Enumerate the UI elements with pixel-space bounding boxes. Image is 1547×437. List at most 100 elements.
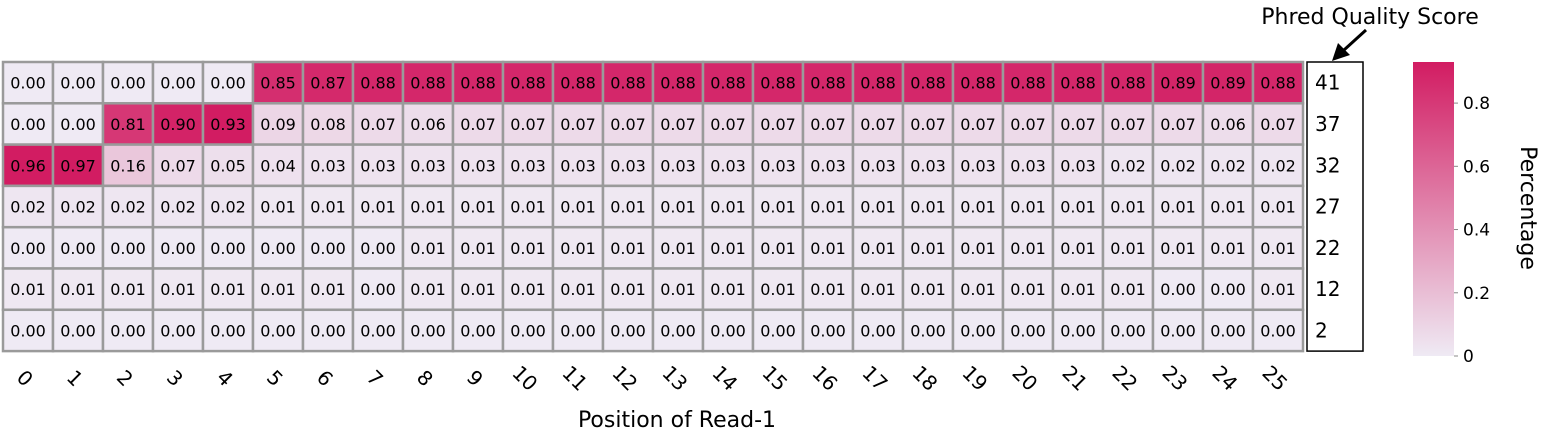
heatmap-cell [401,143,455,188]
cell-value-label: 0.00 [1260,321,1296,340]
x-tick-label: 12 [607,361,642,396]
cell-value-label: 0.01 [1060,198,1096,217]
x-tick-label: 7 [362,365,388,391]
heatmap-cell [851,184,905,229]
cell-value-label: 0.01 [460,280,496,299]
heatmap-cell [551,143,605,188]
heatmap-cell [701,267,755,312]
x-tick-label: 9 [462,365,488,391]
cell-value-label: 0.89 [1160,74,1196,93]
cell-value-label: 0.03 [310,156,346,175]
cell-value-label: 0.07 [360,115,396,134]
cell-value-label: 0.00 [1210,321,1246,340]
colorbar-tick-label: 0.4 [1463,221,1490,241]
cell-value-label: 0.02 [60,198,96,217]
cell-value-label: 0.03 [360,156,396,175]
cell-value-label: 0.07 [1110,115,1146,134]
heatmap-cell [101,184,155,229]
cell-value-label: 0.01 [610,239,646,258]
heatmap-cell [801,267,855,312]
heatmap-cell [501,225,555,270]
cell-value-label: 0.07 [760,115,796,134]
cell-value-label: 0.00 [110,74,146,93]
cell-value-label: 0.01 [1260,239,1296,258]
cell-value-label: 0.00 [460,321,496,340]
cell-value-label: 0.00 [260,239,296,258]
cell-value-label: 0.01 [510,280,546,299]
cell-value-label: 0.03 [660,156,696,175]
x-tick-label: 14 [707,361,742,396]
phred-score-label: 37 [1315,112,1340,136]
heatmap-cell [1051,102,1105,146]
cell-value-label: 0.01 [1010,280,1046,299]
cell-value-label: 0.02 [160,198,196,217]
colorbar-tick-label: 0 [1463,347,1474,367]
cell-value-label: 0.01 [660,239,696,258]
cell-value-label: 0.97 [60,156,96,175]
x-tick-label: 3 [162,365,188,391]
cell-value-label: 0.01 [1260,280,1296,299]
heatmap-cell [601,267,655,312]
heatmap-cell [51,267,105,312]
heatmap-cell [1201,308,1255,353]
x-tick-label: 15 [757,361,792,396]
cell-value-label: 0.01 [910,280,946,299]
cell-value-label: 0.03 [810,156,846,175]
cell-value-label: 0.00 [960,321,996,340]
x-tick-label: 6 [312,365,338,391]
heatmap-cell [201,102,255,146]
x-tick-label: 4 [212,365,238,391]
cell-value-label: 0.01 [1210,239,1246,258]
cell-value-label: 0.00 [60,74,96,93]
x-tick-label: 18 [907,361,942,396]
cell-value-label: 0.01 [410,239,446,258]
cell-value-label: 0.01 [310,280,346,299]
cell-value-label: 0.01 [1160,198,1196,217]
cell-value-label: 0.01 [1010,239,1046,258]
cell-value-label: 0.01 [1110,280,1146,299]
cell-value-label: 0.07 [1160,115,1196,134]
cell-value-label: 0.00 [760,321,796,340]
cell-value-label: 0.01 [1010,198,1046,217]
cell-value-label: 0.01 [910,198,946,217]
cell-value-label: 0.00 [360,321,396,340]
cell-value-label: 0.88 [1060,74,1096,93]
cell-value-label: 0.01 [860,239,896,258]
x-tick-labels: 0 1 2 3 4 5 6 7 8 9 10 11 12 13 14 15 16 17 18 19 20 21 22 23 24… [12,361,1292,396]
cell-value-label: 0.90 [160,115,196,134]
cell-value-label: 0.00 [60,115,96,134]
cell-value-label: 0.81 [110,115,146,134]
cell-value-label: 0.00 [10,115,46,134]
phred-score-label: 2 [1315,318,1328,342]
heatmap-cell [451,308,505,353]
heatmap-cell [451,102,505,146]
cell-value-label: 0.04 [260,156,296,175]
heatmap-cell [1201,102,1255,146]
cell-value-label: 0.01 [660,198,696,217]
cell-value-label: 0.00 [860,321,896,340]
phred-score-label: 27 [1315,195,1340,219]
cell-value-label: 0.03 [1060,156,1096,175]
heatmap-cell [301,143,355,188]
colorbar-ticks: 0 0.2 0.4 0.6 0.8 [1454,94,1490,367]
x-tick-label: 0 [12,365,38,391]
heatmap-cell [551,225,605,270]
cell-value-label: 0.03 [510,156,546,175]
cell-value-label: 0.88 [560,74,596,93]
heatmap-cell [751,143,805,188]
cell-value-label: 0.01 [410,280,446,299]
cell-value-label: 0.00 [1160,280,1196,299]
heatmap-cell [901,184,955,229]
cell-value-label: 0.07 [1060,115,1096,134]
heatmap-cells: 0.00 0.00 0.00 0.00 0.00 0.85 0.87 0.88 0.88 0.88… [1,60,1305,353]
cell-value-label: 0.01 [160,280,196,299]
cell-value-label: 0.01 [310,198,346,217]
x-tick-label: 2 [112,365,138,391]
cell-value-label: 0.05 [210,156,246,175]
phred-annotation: Phred Quality Score [1261,5,1479,61]
cell-value-label: 0.87 [310,74,346,93]
cell-value-label: 0.01 [760,280,796,299]
cell-value-label: 0.03 [410,156,446,175]
cell-value-label: 0.07 [560,115,596,134]
cell-value-label: 0.01 [1260,198,1296,217]
